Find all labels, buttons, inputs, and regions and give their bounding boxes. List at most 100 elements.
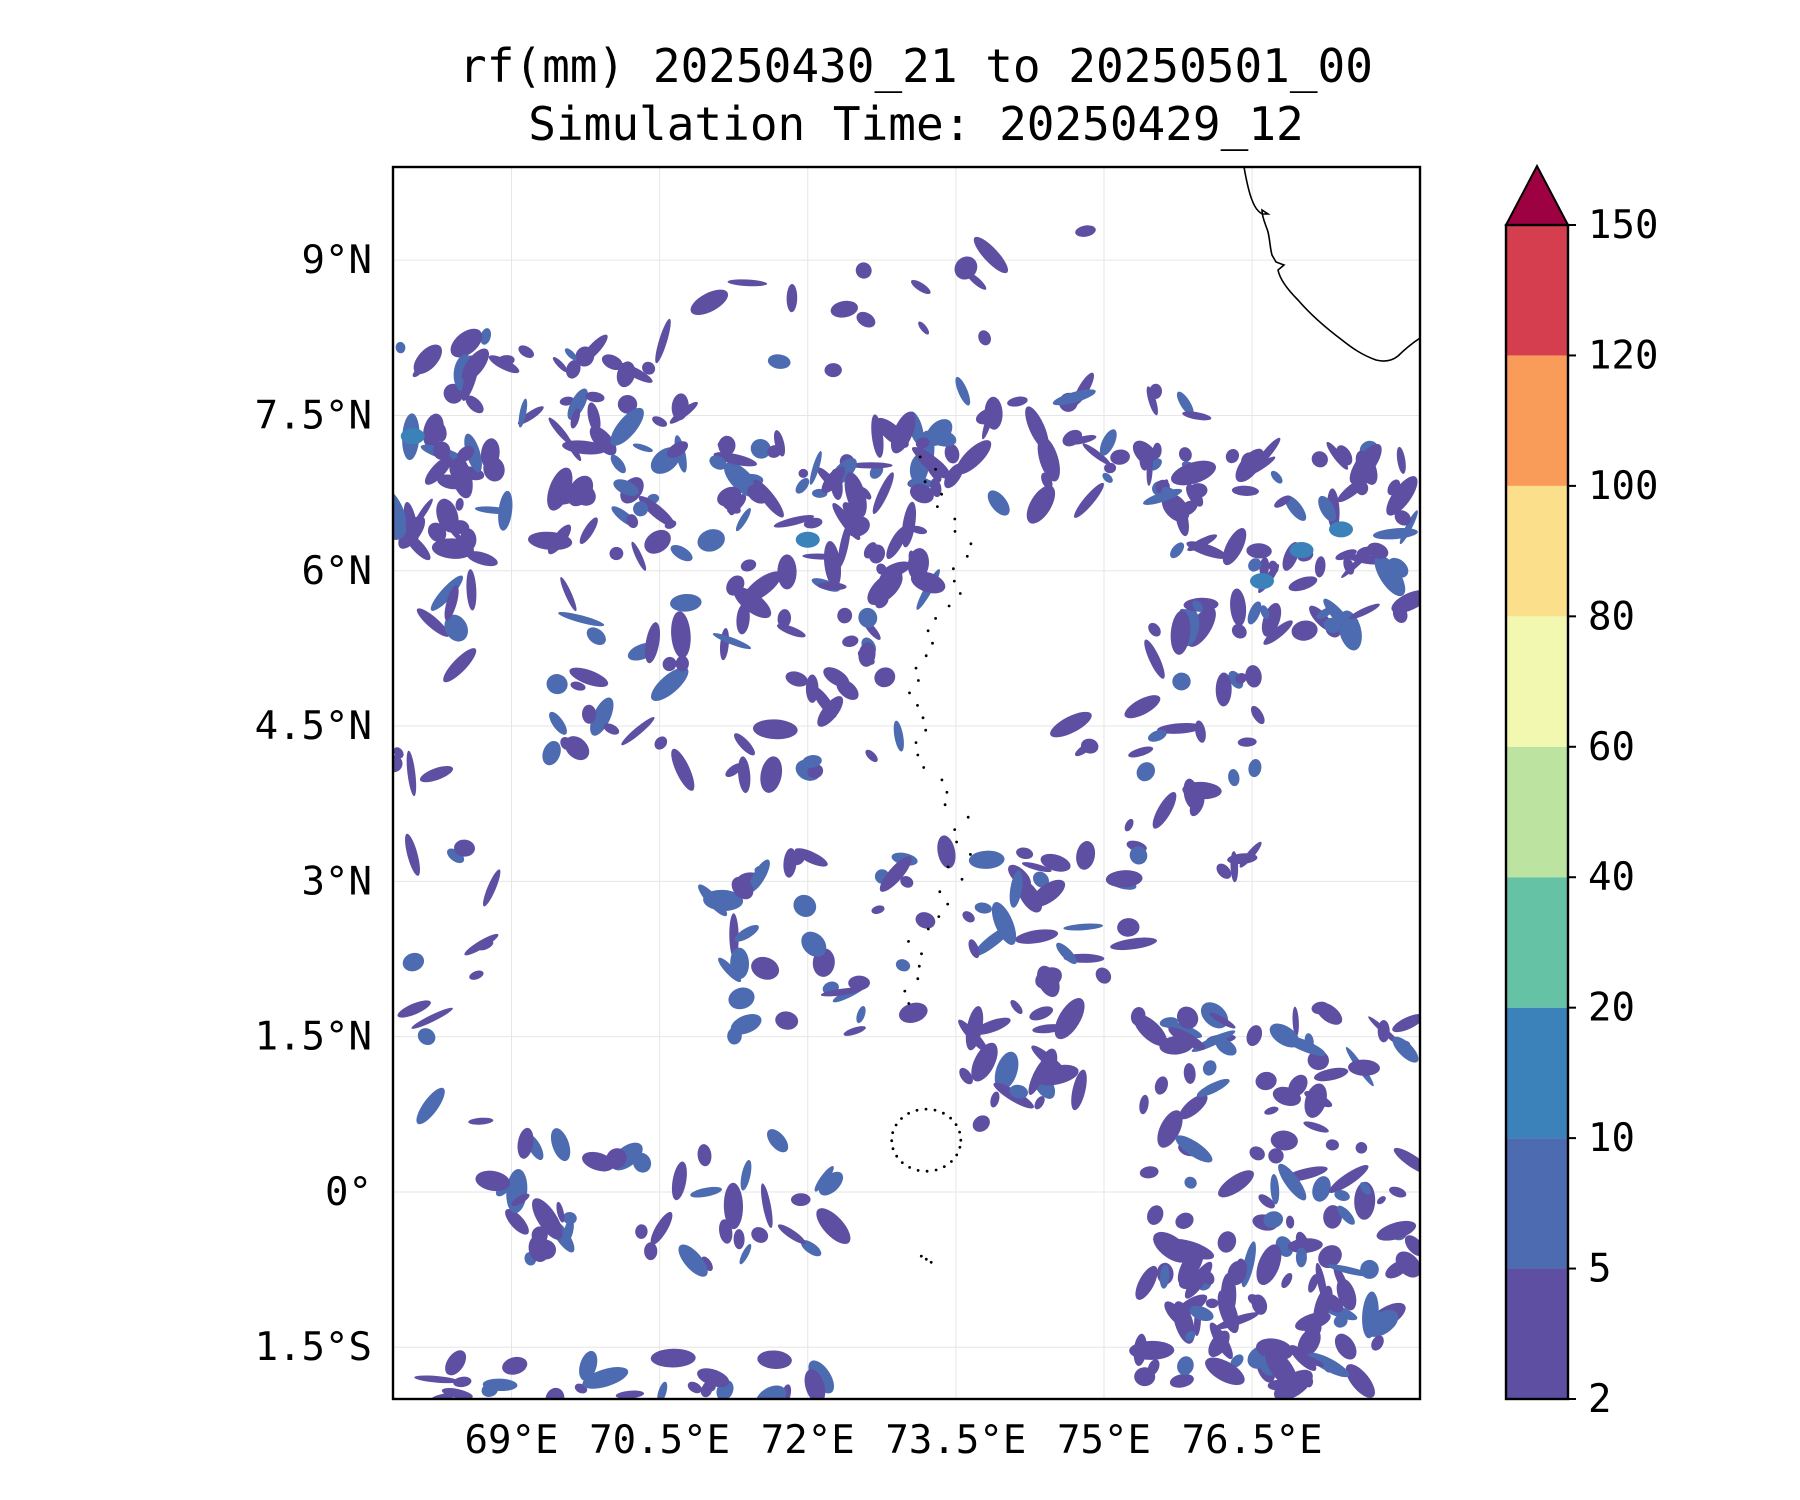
rain-patch <box>1218 1170 1254 1198</box>
atoll-dot <box>943 803 947 807</box>
rain-patch <box>601 354 623 371</box>
rain-patch <box>1192 600 1203 612</box>
rain-patch <box>1007 396 1028 407</box>
rain-patch <box>723 1182 744 1230</box>
atoll-dot <box>921 716 925 720</box>
rain-patch <box>773 430 786 457</box>
atoll-dot <box>907 1112 910 1115</box>
atoll-dot <box>959 1138 963 1142</box>
rain-patch <box>785 671 808 687</box>
rain-patch <box>466 551 498 567</box>
coastline-layer <box>1243 167 1420 362</box>
rain-patch <box>713 452 758 467</box>
atoll-dot <box>952 579 956 583</box>
rain-patch <box>994 1051 1019 1091</box>
rain-patch <box>527 531 573 551</box>
lat-tick-label: 1.5°N <box>255 1015 372 1060</box>
rain-patch <box>837 522 851 568</box>
rain-patch <box>552 357 568 373</box>
rain-patch <box>944 443 960 464</box>
rain-patch <box>750 438 771 459</box>
colorbar: 2 5 10 20 40 60 80 100 120 150 <box>1504 163 1658 1422</box>
rain-patch <box>712 633 752 650</box>
lon-tick-label: 72°E <box>761 1418 855 1463</box>
rain-patch <box>927 429 957 447</box>
rain-patch <box>1110 937 1157 951</box>
atoll-dot <box>922 766 926 769</box>
atoll-dot <box>907 940 910 943</box>
rain-patch <box>644 1242 658 1261</box>
rain-patch <box>1031 879 1066 907</box>
atoll-dot <box>907 1002 911 1005</box>
rain-patch <box>609 546 624 561</box>
rain-patch <box>1071 1069 1087 1111</box>
rain-patch <box>848 975 870 991</box>
rain-patch <box>990 1091 1000 1108</box>
rain-patch <box>564 435 582 462</box>
rain-patch <box>1248 759 1262 778</box>
rain-patch <box>1129 846 1148 865</box>
rain-patch <box>1095 967 1112 984</box>
rain-patch <box>1175 1212 1194 1229</box>
colorbar-band <box>1506 355 1568 486</box>
rain-patch <box>1287 1238 1323 1253</box>
rain-patch <box>1146 452 1153 486</box>
atoll-dot <box>900 1117 903 1120</box>
rain-patch <box>431 538 474 559</box>
rain-patch <box>474 506 512 515</box>
atoll-dot <box>915 1108 919 1112</box>
rain-patch <box>1303 1121 1329 1133</box>
rain-patch <box>505 1208 529 1235</box>
rain-patch <box>777 554 797 590</box>
rain-patch <box>1196 1078 1230 1098</box>
atoll-dot <box>955 840 958 844</box>
rain-patch <box>1297 1327 1321 1357</box>
map-panel: 69°E 70.5°E 72°E 73.5°E 75°E 76.5°E 9°N 7.5°N 6… <box>255 165 1422 1463</box>
atoll-dot <box>946 865 950 869</box>
atoll-dot <box>916 704 919 707</box>
rain-patch <box>466 569 477 611</box>
rain-patch <box>482 1378 518 1392</box>
rain-patch <box>890 411 916 454</box>
rain-patch <box>579 517 598 544</box>
rain-patch <box>1311 1001 1330 1015</box>
rain-patch <box>872 472 894 514</box>
rain-patch <box>863 542 877 559</box>
rain-patch <box>1377 1020 1390 1043</box>
atoll-dot <box>955 1153 959 1157</box>
rain-patch <box>465 395 484 414</box>
rain-patch <box>734 924 759 942</box>
rain-patch <box>899 1002 928 1023</box>
rain-patch <box>546 674 568 695</box>
rain-patch <box>886 526 907 559</box>
rain-patch <box>1245 665 1262 688</box>
rain-patch <box>1215 672 1232 707</box>
atoll-dot <box>938 890 942 894</box>
rain-patch <box>1031 1045 1068 1077</box>
rain-patch <box>1374 555 1406 597</box>
rain-patch <box>1255 1071 1277 1091</box>
atoll-dot <box>960 877 964 881</box>
rain-patch <box>1249 1146 1265 1161</box>
rain-patch <box>1075 225 1096 237</box>
rain-patch <box>786 284 798 313</box>
atoll-dot <box>925 1169 929 1173</box>
rain-patch <box>502 1356 528 1375</box>
rain-patch <box>1182 411 1212 421</box>
rain-patch <box>1015 929 1059 944</box>
maldives-atolls <box>890 455 973 1264</box>
rain-patch <box>1250 705 1265 725</box>
rain-patch <box>698 884 728 917</box>
rain-patch <box>1256 1244 1282 1286</box>
rain-patch <box>480 438 500 469</box>
rain-patch <box>709 455 727 470</box>
lat-tick-label: 7.5°N <box>255 393 372 438</box>
rain-patch <box>687 1381 702 1394</box>
rain-patch <box>1185 1330 1196 1342</box>
lon-tick-label: 75°E <box>1057 1418 1151 1463</box>
rain-patch <box>587 402 601 433</box>
rain-patch <box>1056 942 1077 965</box>
rain-patch <box>581 704 597 724</box>
atoll-dot <box>914 666 918 670</box>
rain-patch <box>652 416 668 427</box>
